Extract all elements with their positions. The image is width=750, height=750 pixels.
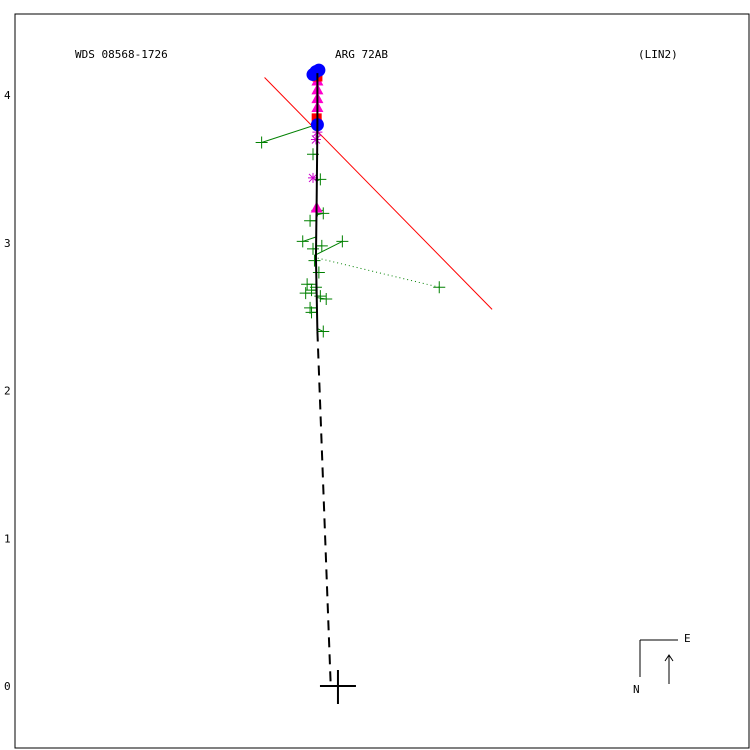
compass-east-label: E [684,632,691,645]
orbit-dashed [316,331,332,684]
y-tick-label: 0 [4,680,11,693]
micrometer-point [320,293,333,306]
compass-arrowhead-icon [664,654,674,662]
photographic-point [310,134,321,145]
micrometer-point [308,254,321,267]
micrometer-residual [302,236,317,242]
primary-star-marker [319,669,356,704]
header-star-id: WDS 08568-1726 [75,48,168,61]
header-orbit-ref: (LIN2) [638,48,678,61]
y-tick-labels: 0 1 2 3 4 [4,89,11,693]
micrometer-point [296,235,309,248]
micrometer-residual [315,257,440,288]
line-of-nodes-segment [264,77,493,310]
blue-circle-point [306,68,320,82]
micrometer-point [304,214,317,227]
plot-frame [14,13,750,749]
y-tick-label: 2 [4,385,11,398]
micrometer-point [307,242,320,255]
y-tick-label: 3 [4,237,11,250]
y-tick-label: 1 [4,532,11,545]
micrometer-point [433,281,446,294]
micrometer-point [336,235,349,248]
micrometer-point [312,266,325,279]
header-pair-name: ARG 72AB [335,48,388,61]
measurement-points [255,63,446,338]
micrometer-point [315,239,328,252]
micrometer-point [255,136,268,149]
micrometer-residual [261,124,317,143]
y-tick-label: 4 [4,89,11,102]
line-of-nodes [264,77,493,310]
micrometer-point [317,207,330,220]
micrometer-point [299,287,312,300]
compass: E N [633,632,691,696]
micrometer-residual [315,240,343,256]
photographic-point [308,172,319,183]
primary-star-cross [319,669,356,704]
orbit-solid [314,73,319,332]
compass-north-label: N [633,683,640,696]
micrometer-point [305,306,318,319]
orbit-trace [314,73,332,684]
micrometer-point [317,325,330,338]
